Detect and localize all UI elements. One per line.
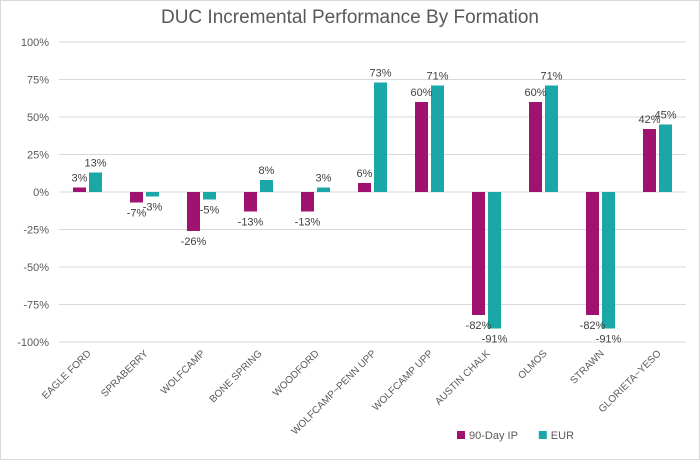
data-label: -91% bbox=[482, 334, 508, 346]
data-label: 60% bbox=[524, 87, 546, 99]
bar-eur-wolfcamp-upp bbox=[431, 85, 444, 192]
data-label: 3% bbox=[316, 173, 332, 185]
bar-eur-wolfcamp-penn-upp bbox=[374, 82, 387, 192]
y-tick-label: -100% bbox=[17, 337, 49, 349]
gridlines bbox=[59, 41, 686, 343]
x-tick-label: WOODFORD bbox=[271, 348, 322, 399]
data-label: -82% bbox=[580, 320, 606, 332]
y-axis: 100% 75% 50% 25% 0% -25% -50% -75% -100% bbox=[17, 37, 49, 349]
bar-90-day-ip-wolfcamp-penn-upp bbox=[358, 183, 371, 192]
bar-90-day-ip-woodford bbox=[301, 192, 314, 212]
legend-swatch-90-day-ip bbox=[457, 431, 465, 439]
bar-90-day-ip-austin-chalk bbox=[472, 192, 485, 315]
data-label: -3% bbox=[143, 202, 163, 214]
y-tick-label: -50% bbox=[23, 262, 49, 274]
data-labels: 3% 13% -7%-3% -26% -5% -13% 8% -13% 3% 6% 73% 60% 71… bbox=[72, 68, 677, 346]
data-label: -13% bbox=[238, 217, 264, 229]
legend-swatch-eur bbox=[538, 431, 547, 439]
bar-eur-glorieta-yeso bbox=[659, 124, 672, 192]
bar-90-day-ip-bone-spring bbox=[244, 192, 257, 212]
bar-90-day-ip-olmos bbox=[529, 102, 542, 192]
x-tick-label: STRAWN bbox=[568, 348, 606, 386]
y-tick-label: 75% bbox=[27, 75, 49, 87]
data-label: 71% bbox=[540, 71, 562, 83]
data-label: -26% bbox=[181, 236, 207, 248]
legend-label: 90-Day IP bbox=[469, 430, 518, 442]
data-label: 3% bbox=[72, 173, 88, 185]
bar-eur-spraberry bbox=[146, 192, 159, 197]
data-label: 6% bbox=[357, 168, 373, 180]
y-tick-label: 100% bbox=[21, 37, 49, 49]
x-tick-label: WOLFCAMP UPP bbox=[371, 348, 436, 413]
data-label: 71% bbox=[426, 71, 448, 83]
bar-90-day-ip-wolfcamp bbox=[187, 192, 200, 231]
x-tick-label: GLORIETA~YESO bbox=[597, 348, 664, 415]
bar-90-day-ip-strawn bbox=[586, 192, 599, 315]
bar-eur-olmos bbox=[545, 85, 558, 192]
data-label: -7% bbox=[127, 208, 147, 220]
y-tick-label: 50% bbox=[27, 112, 49, 124]
x-tick-label: OLMOS bbox=[516, 348, 550, 382]
bar-90-day-ip-wolfcamp-upp bbox=[415, 102, 428, 192]
data-label: 73% bbox=[369, 68, 391, 80]
bar-90-day-ip-glorieta-yeso bbox=[643, 129, 656, 192]
data-label: 42% bbox=[638, 114, 660, 126]
x-axis: EAGLE FORD SPRABERRY WOLFCAMP BONE SPRING WO… bbox=[40, 348, 664, 437]
data-label: -13% bbox=[295, 217, 321, 229]
bar-eur-austin-chalk bbox=[488, 192, 501, 329]
bar-90-day-ip-spraberry bbox=[130, 192, 143, 203]
data-label: 13% bbox=[84, 158, 106, 170]
y-tick-label: -75% bbox=[23, 300, 49, 312]
x-tick-label: AUSTIN CHALK bbox=[433, 348, 492, 407]
bar-eur-bone-spring bbox=[260, 180, 273, 192]
x-tick-label: BONE SPRING bbox=[208, 348, 265, 405]
data-label: -91% bbox=[596, 334, 622, 346]
data-label: -5% bbox=[200, 205, 220, 217]
data-label: 45% bbox=[654, 110, 676, 122]
y-tick-label: -25% bbox=[23, 225, 49, 237]
bar-eur-strawn bbox=[602, 192, 615, 329]
bar-eur-woodford bbox=[317, 187, 330, 192]
bar-90-day-ip-eagle-ford bbox=[73, 187, 86, 192]
x-tick-label: EAGLE FORD bbox=[40, 348, 93, 401]
chart-title: DUC Incremental Performance By Formation bbox=[160, 7, 539, 28]
y-tick-label: 25% bbox=[27, 150, 49, 162]
bars bbox=[73, 82, 672, 329]
bar-eur-wolfcamp bbox=[203, 192, 216, 200]
x-tick-label: SPRABERRY bbox=[99, 348, 151, 400]
bar-eur-eagle-ford bbox=[89, 172, 102, 192]
data-label: -82% bbox=[466, 320, 492, 332]
data-label: 8% bbox=[259, 165, 275, 177]
legend: 90-Day IP EUR bbox=[457, 430, 574, 442]
x-tick-label: WOLFCAMP bbox=[159, 348, 208, 397]
y-tick-label: 0% bbox=[33, 187, 49, 199]
data-label: 60% bbox=[410, 87, 432, 99]
legend-label: EUR bbox=[551, 430, 574, 442]
